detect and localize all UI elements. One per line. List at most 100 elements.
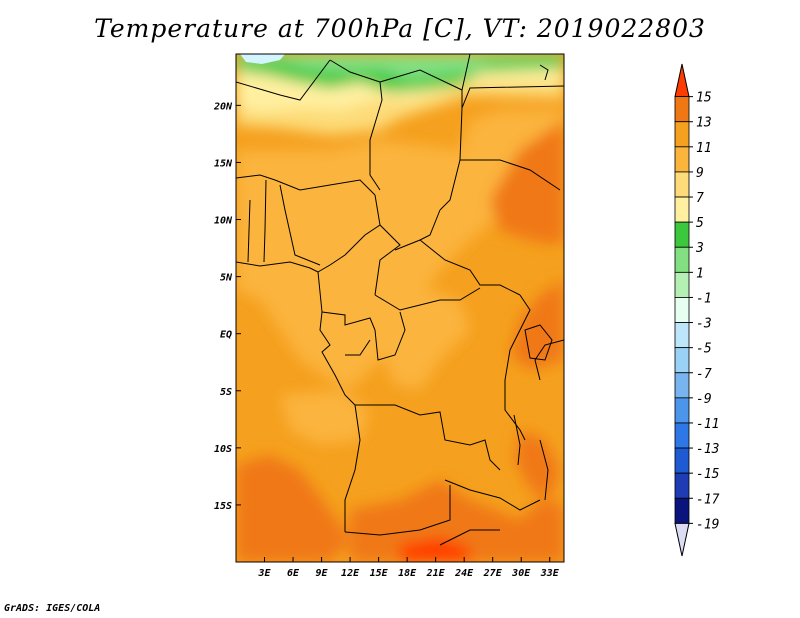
lat-tick-label: 10S [214,444,232,455]
colorbar-label: 13 [696,116,712,131]
lat-tick-label: 15S [214,501,232,512]
colorbar-bin [674,196,690,223]
border-line [236,261,319,273]
colorbar-label: 7 [696,191,704,206]
border-line [236,59,331,101]
lon-tick-label: 3E [257,568,271,579]
colorbar-label: 1 [696,266,704,281]
colorbar-bin [674,372,690,399]
field-region-c13-south [350,480,564,562]
field-region-c1 [236,54,564,80]
colorbar-label: -15 [696,467,720,482]
colorbar-bin [674,472,690,499]
border-line [279,184,321,266]
colorbar-label: -19 [696,517,719,532]
field-region-c9-north [236,110,564,390]
lon-tick-label: 30E [511,568,531,579]
colorbar-label: -9 [696,392,712,407]
border-line [374,287,481,311]
border-line [345,339,371,356]
field-region-cold [240,54,285,64]
border-line [461,54,471,91]
lat-tick-label: 15N [214,158,233,169]
field-region-c13-mozambique [515,430,560,500]
border-line [539,64,549,81]
colorbar-bin [674,297,690,323]
lon-tick-label: 21E [426,568,446,579]
colorbar-bin [674,497,690,524]
border-line [534,339,564,381]
colorbar-label: 5 [696,216,704,231]
colorbar-bin [674,447,690,474]
field-region-c13-southwest [236,455,350,562]
border-line [355,404,501,471]
border-line [344,404,361,532]
border-line [513,414,521,466]
colorbar-bin [674,221,690,248]
field-region-c9-south [280,390,370,445]
lon-tick-label: 24E [454,568,474,579]
border-line [374,311,406,361]
colorbar-label: -7 [696,367,712,382]
lat-tick-label: 5S [220,387,232,398]
field-region-c13-lakes [510,280,564,370]
colorbar-label: -11 [696,417,719,432]
colorbar-label: 9 [696,166,704,181]
map-frame [235,53,565,563]
lat-tick-label: 10N [214,216,233,227]
border-line [524,324,553,361]
lon-tick-label: 6E [287,568,300,579]
border-line [236,174,376,196]
lon-tick-label: 18E [398,568,417,579]
border-line [461,85,564,109]
border-line [460,159,561,191]
colorbar-label: -5 [696,342,712,357]
lat-tick-label: 5N [220,273,233,284]
colorbar-label: -17 [696,492,720,507]
colorbar: 15 13 11 9 7 5 3 1 -1 -3 -5 -7 -9 -11 -13 -15 -17 -19 [674,63,720,557]
colorbar-bin [674,397,690,424]
colorbar-label: 3 [695,241,704,256]
border-line [509,294,531,351]
country-borders [236,54,564,546]
colorbar-bin [674,246,690,273]
colorbar-bin [674,422,690,449]
field-region-c9-congo [380,290,470,390]
colorbar-bin [674,121,690,148]
colorbar-bin [674,322,690,349]
colorbar-bin [674,271,690,298]
colorbar-bin [674,146,690,173]
field-region-hot-spot [400,538,470,562]
border-line [504,349,526,441]
border-line [247,199,251,263]
lat-tick-label: EQ [220,330,232,341]
colorbar-label: 15 [696,91,712,106]
colorbar-arrow-bottom [674,522,690,557]
border-line [444,479,541,511]
field-region-c13-east [490,120,564,245]
lon-tick-label: 27E [483,568,503,579]
lat-tick-label: 20N [213,101,233,112]
border-line [419,239,521,296]
border-line [539,439,549,501]
border-line [394,209,441,251]
border-line [344,485,451,536]
border-line [319,311,356,406]
lon-tick-label: 33E [540,568,560,579]
border-line [439,529,500,546]
border-line [374,224,401,296]
colorbar-label: 11 [696,141,712,156]
border-line [321,311,376,331]
software-credit: GrADS: IGES/COLA [4,603,101,614]
lon-tick-label: 9E [316,568,329,579]
colorbar-bin [674,347,690,374]
colorbar-bin [674,96,690,123]
colorbar-arrow-top [674,63,690,98]
colorbar-bin [674,171,690,198]
colorbar-label: -3 [696,317,712,332]
axis-ticks: 3E 6E 9E 12E 15E 18E 21E 24E 27E 30E 33E 20N 15N 10N 5… [213,101,560,579]
lon-tick-label: 15E [370,568,389,579]
border-line [263,179,267,263]
colorbar-label: -1 [696,291,712,306]
